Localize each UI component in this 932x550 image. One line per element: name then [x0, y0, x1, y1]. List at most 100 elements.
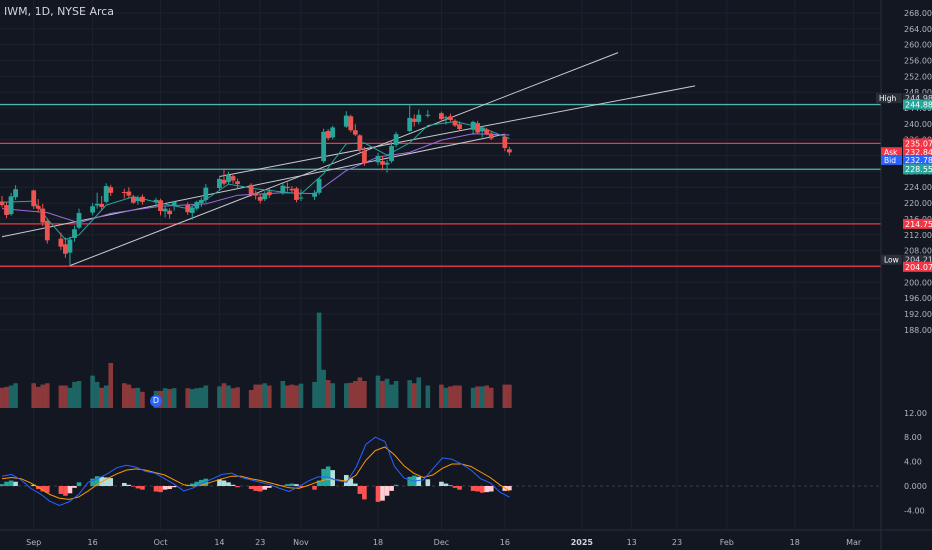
macd-histogram-bar	[248, 486, 254, 490]
macd-histogram-bar	[0, 484, 5, 486]
price-axis-label: 208.00	[904, 247, 932, 256]
price-label-box	[903, 99, 932, 110]
price-label-tag-text: High	[879, 94, 896, 103]
macd-histogram-bar	[353, 483, 358, 486]
volume-bar	[76, 381, 82, 408]
volume-bar	[185, 388, 191, 408]
volume-bar	[40, 384, 46, 408]
volume-bar	[90, 375, 95, 408]
candle-body	[343, 115, 349, 127]
volume-bar	[257, 384, 263, 408]
macd-histogram-bar	[375, 486, 381, 502]
macd-histogram-bar	[507, 486, 512, 491]
volume-bar	[99, 387, 104, 408]
price-label-value: 232.78	[905, 156, 932, 165]
volume-bar	[63, 385, 68, 408]
volume-bar	[362, 381, 367, 408]
candle-body	[284, 186, 290, 189]
price-label-box	[903, 93, 932, 104]
macd-signal-line	[1, 446, 510, 500]
macd-histogram-bar	[457, 486, 462, 490]
candle-body	[362, 150, 367, 164]
macd-axis-label: 0.000	[904, 482, 927, 491]
volume-bar	[58, 385, 64, 408]
volume-bar	[135, 387, 141, 408]
macd-histogram-bar	[4, 481, 9, 486]
macd-axis-label: 12.00	[904, 409, 927, 418]
volume-bar	[416, 377, 422, 408]
volume-bar	[122, 383, 127, 408]
candle-body	[99, 203, 105, 208]
macd-histogram-bar	[475, 486, 480, 492]
volume-bar	[298, 383, 304, 408]
candle-body	[348, 116, 354, 131]
macd-histogram-bar	[171, 486, 177, 488]
macd-histogram-bar	[58, 486, 64, 494]
candle-body	[162, 208, 168, 212]
candle-body	[289, 188, 295, 191]
time-axis-label: 18	[790, 538, 800, 547]
price-axis-label: 192.00	[904, 310, 932, 319]
macd-axis-label: 8.00	[904, 433, 922, 442]
macd-histogram-bar	[140, 486, 145, 490]
macd-histogram-bar	[162, 486, 168, 490]
macd-histogram-bar	[380, 486, 385, 501]
candle-body	[44, 220, 50, 241]
macd-histogram-bar	[330, 470, 335, 486]
macd-histogram-bar	[407, 476, 412, 486]
candle-body	[94, 203, 100, 206]
volume-bar	[108, 363, 114, 408]
price-label-value: 228.55	[905, 165, 932, 174]
price-axis-label: 196.00	[904, 294, 932, 303]
price-axis-label: 220.00	[904, 199, 932, 208]
volume-bar	[484, 385, 490, 408]
macd-histogram-bar	[294, 484, 299, 486]
volume-bar	[488, 387, 494, 408]
volume-bar	[67, 387, 73, 408]
price-label-box	[903, 261, 932, 272]
macd-histogram-bar	[63, 486, 68, 496]
macd-histogram-bar	[289, 483, 295, 486]
time-axis-label: Oct	[154, 538, 168, 547]
volume-bar	[235, 387, 240, 408]
candle-body	[448, 116, 453, 120]
candle-body	[198, 199, 204, 204]
macd-histogram-bar	[348, 478, 354, 486]
price-label-tag	[881, 154, 902, 165]
candle-body	[384, 162, 390, 165]
volume-bar	[316, 312, 322, 408]
candle-body	[189, 207, 195, 213]
candle-body	[416, 114, 422, 122]
price-axis-label: 268.00	[904, 9, 932, 18]
candle-body	[63, 244, 68, 254]
macd-histogram-bar	[470, 486, 476, 491]
candle-body	[31, 190, 37, 207]
candle-body	[475, 123, 481, 133]
time-axis-label: Feb	[720, 538, 734, 547]
candle-body	[325, 131, 331, 139]
macd-histogram-bar	[266, 486, 272, 488]
volume-bar	[479, 386, 485, 408]
macd-histogram-bar	[67, 486, 73, 494]
candle-body	[126, 191, 132, 196]
time-axis-label: Nov	[293, 538, 309, 547]
price-axis-label: 188.00	[904, 326, 932, 335]
candle-body	[8, 196, 14, 215]
macd-histogram-bar	[13, 481, 18, 486]
macd-histogram-bar	[484, 486, 490, 493]
volume-bar	[217, 386, 222, 408]
candle-body	[194, 201, 200, 209]
volume-bar	[0, 387, 5, 408]
macd-histogram-bar	[40, 486, 46, 492]
volume-bar	[8, 385, 14, 408]
candle-body	[130, 196, 136, 203]
price-axis-label: 224.00	[904, 183, 932, 192]
volume-indicator-badge[interactable]: D	[150, 395, 162, 407]
volume-bar	[389, 384, 394, 408]
macd-histogram-bar	[217, 479, 222, 486]
price-label-box	[903, 147, 932, 158]
candle-body	[158, 200, 163, 211]
price-label-value: 204.21	[905, 256, 932, 265]
candle-body	[167, 210, 173, 215]
